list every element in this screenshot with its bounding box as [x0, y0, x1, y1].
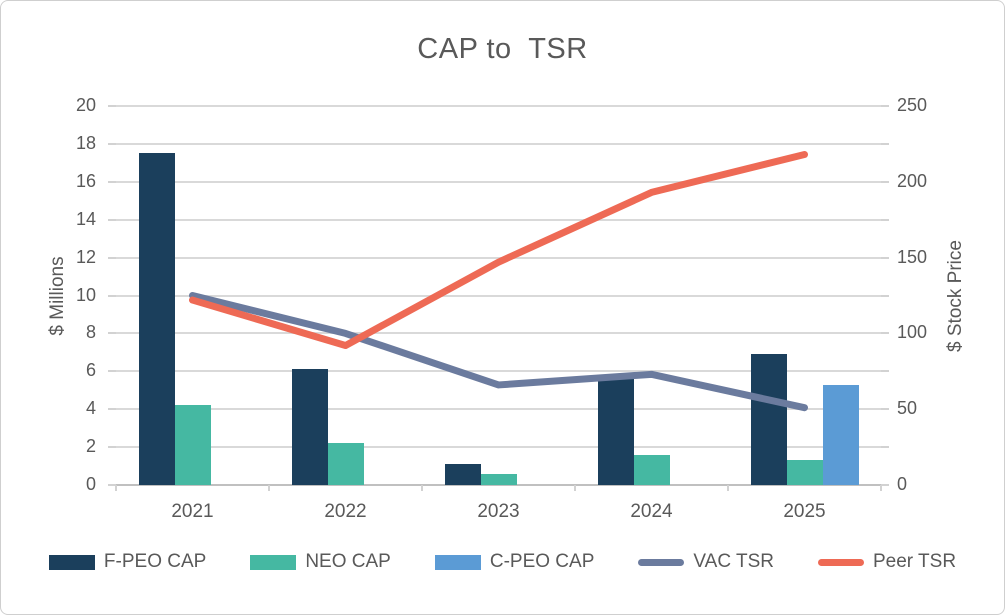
left-axis-tick-label: 0 [85, 474, 96, 494]
legend-swatch-neo-cap [250, 554, 297, 570]
legend-item-neo-cap: NEO CAP [250, 551, 391, 573]
gridline [116, 256, 881, 259]
x-axis-line [116, 484, 881, 486]
legend-label: F-PEO CAP [103, 551, 207, 572]
x-axis-tick [421, 485, 423, 491]
gridline [116, 142, 881, 145]
legend-label: NEO CAP [305, 551, 391, 572]
legend: F-PEO CAP NEO CAP C-PEO CAP VAC TSR Peer TSR [1, 551, 1004, 573]
right-axis-tick [881, 332, 889, 335]
legend-label: VAC TSR [693, 551, 774, 572]
left-axis-tick-label: 6 [85, 360, 96, 381]
gridline [116, 105, 881, 107]
right-axis-tick [881, 294, 889, 297]
chart-title: CAP to TSR [417, 33, 588, 65]
x-axis-tick [268, 485, 270, 491]
bar-neo-cap-2024 [633, 454, 670, 485]
left-axis-tick [108, 408, 116, 411]
right-axis-tick [881, 180, 889, 183]
legend-swatch-c-peo-cap [434, 554, 481, 570]
left-axis-tick-label: 2 [85, 436, 96, 457]
bar-c-peo-cap-2025 [822, 384, 859, 485]
left-axis-tick-label: 18 [75, 132, 96, 153]
x-axis-category-label: 2022 [324, 501, 367, 522]
right-axis-tick [881, 105, 889, 107]
legend-item-f-peo-cap: F-PEO CAP [48, 551, 207, 573]
left-axis-tick-label: 4 [85, 398, 96, 419]
left-axis-tick-label: 8 [85, 322, 96, 343]
left-axis-tick [108, 180, 116, 183]
left-axis-tick-label: 12 [75, 246, 96, 267]
right-axis-tick-label: 200 [897, 170, 928, 191]
x-axis-category-label: 2023 [477, 501, 520, 522]
x-axis-category-label: 2021 [171, 501, 214, 522]
right-axis-tick-label: 50 [897, 398, 918, 419]
left-axis-tick [108, 294, 116, 297]
left-axis-tick [108, 370, 116, 373]
x-axis-tick [574, 485, 576, 491]
x-axis-tick [727, 485, 729, 491]
left-axis-tick-label: 16 [75, 170, 96, 191]
legend-label: C-PEO CAP [489, 551, 595, 572]
bar-neo-cap-2025 [786, 460, 823, 485]
gridline [116, 294, 881, 297]
line-vac-tsr [189, 292, 808, 412]
left-axis-tick-label: 20 [75, 95, 96, 115]
bar-f-peo-cap-2024 [597, 378, 634, 485]
x-axis-tick [880, 485, 882, 491]
right-axis-tick-label: 250 [897, 95, 928, 115]
x-axis-tick [115, 485, 117, 491]
left-axis-tick [108, 446, 116, 449]
gridline [116, 446, 881, 449]
left-axis-tick-label: 10 [75, 284, 96, 305]
left-axis-tick [108, 105, 116, 107]
gridline [116, 332, 881, 335]
right-axis-tick [881, 484, 889, 486]
right-axis-tick [881, 446, 889, 449]
right-axis-tick-label: 150 [897, 246, 928, 267]
right-axis-title: $ Stock Price [945, 240, 966, 352]
x-axis-category-label: 2025 [783, 501, 826, 522]
bar-f-peo-cap-2023 [444, 464, 481, 485]
left-axis-tick [108, 484, 116, 486]
gridline [116, 218, 881, 221]
bar-neo-cap-2021 [174, 405, 211, 485]
right-axis-tick [881, 142, 889, 145]
legend-item-c-peo-cap: C-PEO CAP [434, 551, 595, 573]
right-axis-tick-label: 100 [897, 322, 928, 343]
left-axis-tick-label: 14 [75, 208, 96, 229]
bar-f-peo-cap-2022 [291, 369, 328, 485]
x-axis-category-label: 2024 [630, 501, 673, 522]
gridline [116, 180, 881, 183]
left-axis-tick [108, 332, 116, 335]
left-axis-tick [108, 142, 116, 145]
bar-f-peo-cap-2021 [138, 153, 175, 485]
bar-neo-cap-2022 [327, 443, 364, 485]
line-peer-tsr [189, 151, 808, 350]
legend-item-vac-tsr: VAC TSR [638, 551, 774, 573]
bar-neo-cap-2023 [480, 473, 517, 485]
bar-f-peo-cap-2025 [750, 354, 787, 485]
right-axis-tick [881, 408, 889, 411]
right-axis-tick [881, 370, 889, 373]
legend-item-peer-tsr: Peer TSR [817, 551, 957, 573]
legend-label: Peer TSR [872, 551, 957, 572]
legend-swatch-f-peo-cap [48, 554, 95, 570]
left-axis-tick [108, 256, 116, 259]
legend-swatch-vac-tsr [638, 558, 685, 566]
right-axis-tick [881, 256, 889, 259]
right-axis-tick [881, 218, 889, 221]
left-axis-tick [108, 218, 116, 221]
legend-swatch-peer-tsr [817, 558, 864, 566]
right-axis-tick-label: 0 [897, 474, 908, 494]
